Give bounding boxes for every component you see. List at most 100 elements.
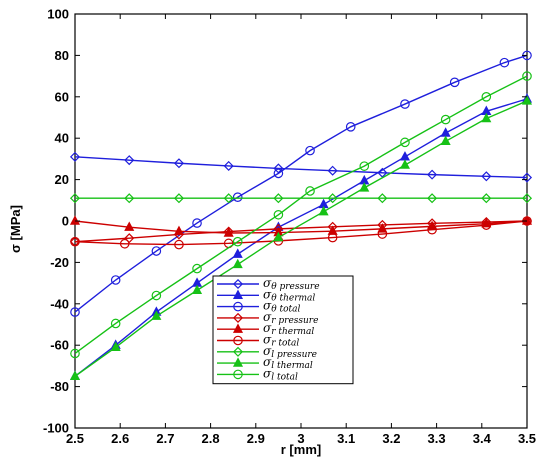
y-tick-label: 80 (55, 48, 69, 63)
data-point (327, 165, 338, 176)
series-line (74, 220, 528, 246)
y-tick-label: -60 (50, 338, 69, 353)
data-point (174, 239, 184, 250)
data-point (173, 193, 185, 204)
data-point (151, 310, 162, 320)
series-r-thermal (69, 215, 533, 237)
series-line (74, 54, 528, 313)
data-point (400, 137, 410, 148)
data-point (151, 246, 162, 256)
data-point (70, 307, 80, 317)
legend-label: σr total (263, 333, 299, 349)
data-point (192, 263, 202, 274)
legend-label: σr thermal (263, 321, 314, 337)
data-point (521, 95, 533, 105)
plot-area (69, 13, 533, 429)
data-point (521, 193, 533, 204)
x-tick-label: 2.9 (247, 431, 265, 446)
legend-item: σθ total (217, 299, 301, 315)
data-point (223, 227, 234, 237)
data-point (192, 284, 203, 295)
data-point (499, 57, 510, 68)
series-line (74, 220, 528, 243)
x-tick-label: 2.8 (202, 431, 220, 446)
data-point (232, 192, 243, 202)
series-l-total (70, 71, 532, 359)
legend-marker (233, 301, 243, 312)
data-point (427, 193, 438, 204)
y-tick-label: 0 (62, 214, 69, 229)
data-point (440, 114, 451, 125)
legend-label: σr pressure (263, 310, 318, 326)
x-tick-label: 2.7 (156, 431, 174, 446)
data-point (70, 348, 80, 359)
legend-marker (232, 312, 244, 323)
series-line (74, 100, 528, 377)
data-point (440, 127, 451, 137)
data-point (273, 231, 284, 242)
x-tick-label: 2.6 (111, 431, 129, 446)
data-point (273, 209, 284, 220)
data-point (232, 258, 243, 269)
data-point (345, 122, 356, 132)
data-point (359, 161, 370, 171)
y-tick-label: 100 (47, 7, 69, 22)
data-point (69, 151, 81, 162)
data-point (223, 160, 234, 171)
data-point (440, 135, 451, 146)
x-axis-title: r [mm] (281, 442, 321, 457)
data-point (273, 193, 284, 204)
y-tick-label: 20 (55, 172, 69, 187)
data-point (359, 182, 370, 192)
x-tick-label: 3 (297, 431, 304, 446)
data-point (151, 290, 162, 301)
x-tick-label: 2.5 (66, 431, 84, 446)
legend-marker (233, 369, 243, 380)
data-point (522, 71, 532, 81)
data-point (377, 229, 388, 239)
data-point (399, 151, 410, 161)
x-tick-label: 3.1 (337, 431, 355, 446)
legend-label: σθ pressure (263, 276, 320, 292)
legend-item: σr pressure (217, 310, 318, 326)
y-tick-label: 40 (55, 131, 69, 146)
data-point (481, 92, 492, 102)
data-point (327, 225, 338, 235)
x-tick-label: 3.3 (428, 431, 446, 446)
data-point (173, 158, 185, 169)
series-l-pressure (69, 193, 533, 204)
series-r-total (70, 216, 532, 250)
legend-item: σl total (217, 366, 298, 382)
data-point (427, 169, 438, 180)
data-point (232, 248, 243, 258)
legend-item: σθ thermal (217, 287, 315, 303)
data-point (273, 168, 284, 179)
legend-item: σl pressure (217, 344, 317, 360)
data-point (69, 193, 81, 204)
data-point (110, 318, 121, 329)
series-line (74, 220, 528, 234)
data-point (305, 186, 315, 196)
data-point (318, 205, 329, 216)
y-tick-label: -20 (50, 255, 69, 270)
y-tick-label: 60 (55, 89, 69, 104)
series-line (74, 156, 528, 179)
legend-item: σr thermal (217, 321, 314, 337)
series-line (74, 98, 528, 377)
legend-label: σθ thermal (263, 287, 315, 303)
y-axis-title: σ [MPa] (8, 205, 23, 253)
data-point (449, 77, 460, 88)
data-point (327, 193, 338, 204)
data-point (69, 370, 81, 380)
data-point (124, 193, 135, 204)
data-point (173, 225, 184, 236)
data-point (69, 215, 81, 225)
x-tick-label: 3.5 (518, 431, 536, 446)
series-θ-total (70, 50, 532, 317)
data-point (232, 236, 243, 247)
legend-label: σl pressure (263, 344, 317, 360)
series-l-thermal (69, 95, 533, 380)
y-tick-label: -100 (43, 421, 69, 436)
